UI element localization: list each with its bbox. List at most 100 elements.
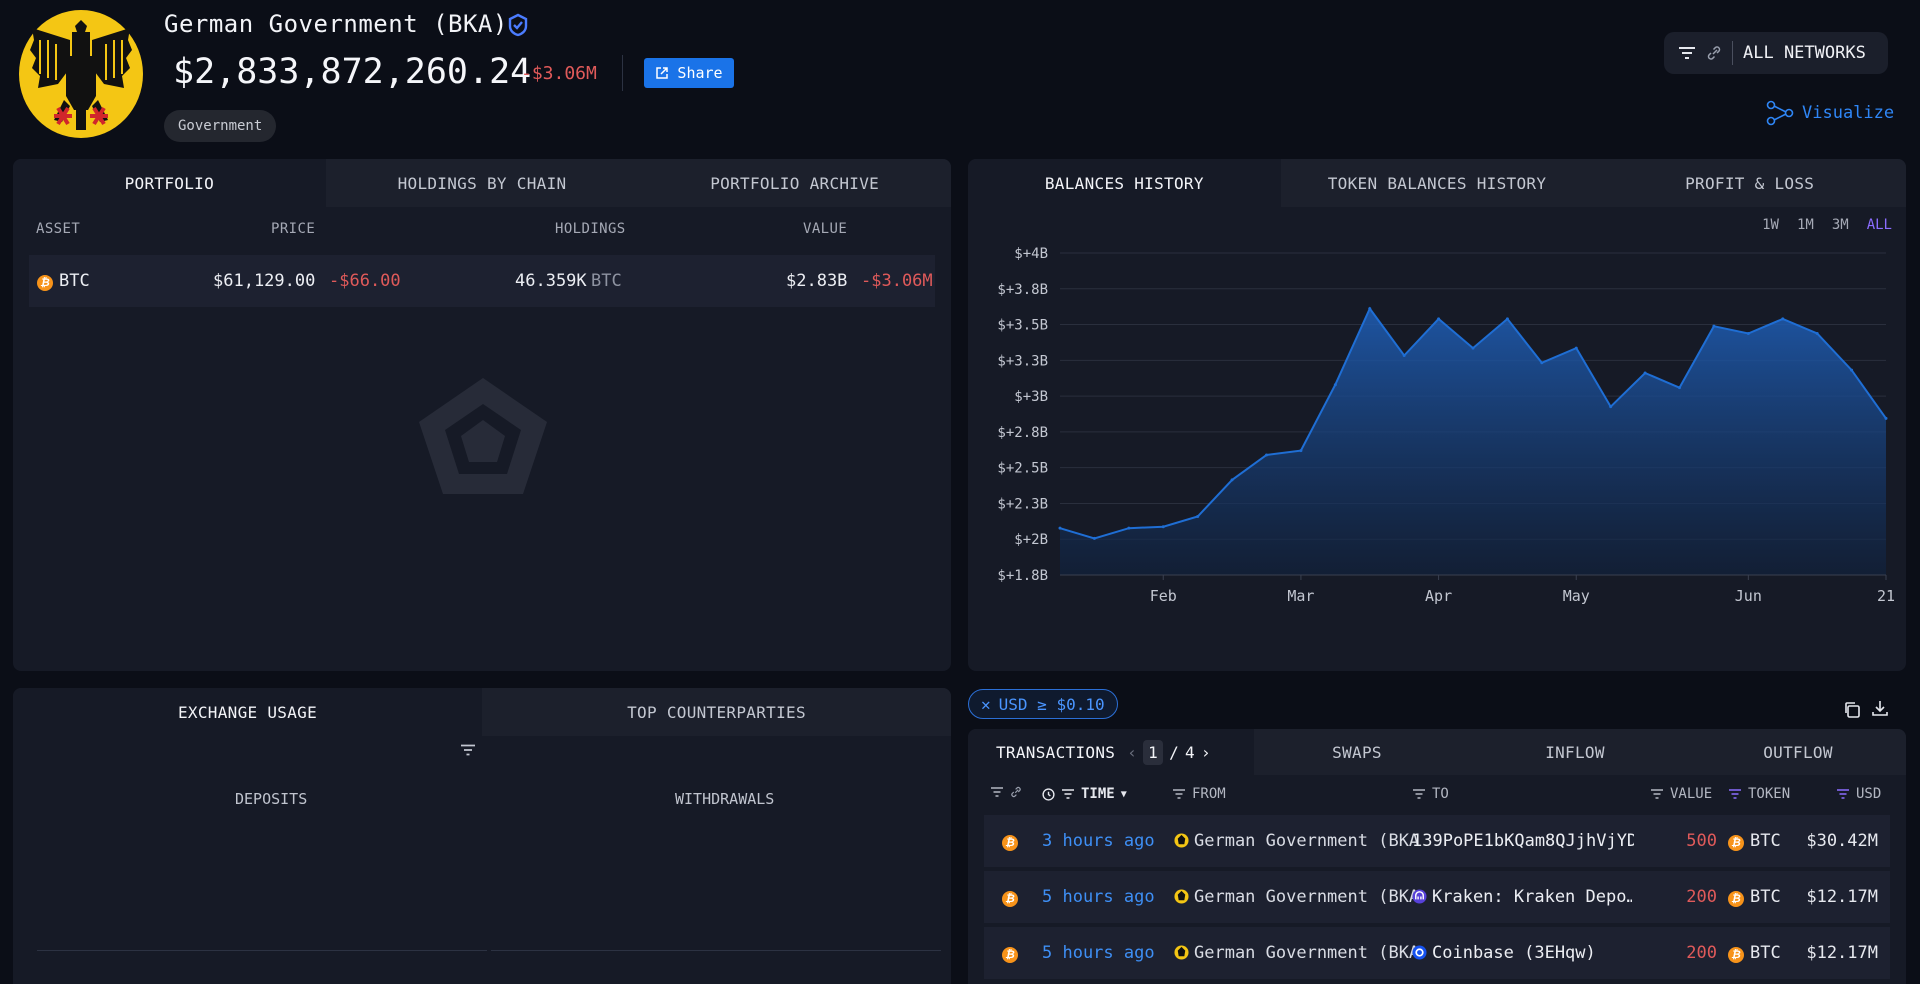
tab-exchange-usage[interactable]: EXCHANGE USAGE [13, 688, 482, 736]
close-icon[interactable]: ✕ [981, 694, 991, 714]
data-point[interactable] [1230, 478, 1234, 482]
tab-top-counterparties[interactable]: TOP COUNTERPARTIES [482, 688, 951, 736]
y-tick-label: $+3.5B [997, 318, 1048, 334]
column-holdings[interactable]: HOLDINGS [555, 221, 626, 237]
tx-token[interactable]: BTC [1750, 887, 1781, 907]
data-point[interactable] [1712, 324, 1716, 328]
tab-portfolio[interactable]: PORTFOLIO [13, 159, 326, 207]
data-point[interactable] [1437, 317, 1441, 321]
download-icon[interactable] [1871, 699, 1889, 721]
data-point[interactable] [1884, 416, 1888, 420]
balances-chart[interactable]: $+4B $+3.8B $+3.5B $+3.3B $+3B $+2.8B $+2.5B $+… [968, 235, 1906, 671]
data-point[interactable] [1299, 449, 1303, 453]
filter-icon[interactable] [1412, 789, 1426, 799]
tx-time[interactable]: 3 hours ago [1042, 831, 1155, 851]
chevron-right-icon[interactable]: › [1200, 742, 1211, 762]
data-point[interactable] [1643, 371, 1647, 375]
data-point[interactable] [1127, 526, 1131, 530]
table-row[interactable]: ₿ 3 hours ago German Government (BKA 139… [984, 815, 1890, 867]
chevron-left-icon[interactable]: ‹ [1127, 742, 1138, 762]
column-time[interactable]: TIME ▼ [1042, 786, 1127, 802]
column-token[interactable]: TOKEN [1728, 786, 1790, 802]
filter-icon[interactable] [990, 787, 1004, 797]
filter-icon[interactable] [1650, 789, 1664, 799]
table-row[interactable]: ₿ 5 hours ago German Government (BKA Coi… [984, 927, 1890, 979]
column-usd[interactable]: USD [1836, 786, 1881, 802]
range-3m[interactable]: 3M [1831, 217, 1849, 233]
tx-from[interactable]: German Government (BKA [1194, 831, 1420, 851]
range-selector: 1W 1M 3M ALL [1762, 217, 1892, 233]
table-row[interactable]: ₿ 5 hours ago German Government (BKA Kra… [984, 871, 1890, 923]
sort-desc-icon[interactable]: ▼ [1120, 788, 1127, 800]
eagle-icon [1174, 831, 1193, 851]
data-point[interactable] [1161, 525, 1165, 529]
tab-inflow[interactable]: INFLOW [1460, 729, 1690, 775]
data-point[interactable] [1746, 332, 1750, 335]
data-point[interactable] [1540, 361, 1544, 365]
range-1w[interactable]: 1W [1762, 217, 1779, 233]
tx-to[interactable]: 139PoPE1bKQam8QJjhVjYD… [1412, 831, 1634, 851]
data-point[interactable] [1196, 514, 1200, 518]
tx-from[interactable]: German Government (BKA [1194, 887, 1420, 907]
data-point[interactable] [1471, 346, 1475, 350]
filter-icon[interactable] [1061, 789, 1075, 799]
data-point[interactable] [1850, 368, 1854, 372]
data-point[interactable] [1058, 526, 1062, 530]
data-point[interactable] [1092, 536, 1096, 540]
data-point[interactable] [1265, 453, 1268, 457]
tx-time[interactable]: 5 hours ago [1042, 943, 1155, 963]
filter-icon[interactable] [1172, 789, 1186, 799]
range-all[interactable]: ALL [1866, 217, 1892, 233]
filter-icon[interactable] [1678, 46, 1696, 60]
link-icon[interactable] [1706, 45, 1722, 61]
y-tick-label: $+3B [1014, 389, 1048, 405]
table-row[interactable]: ₿ BTC $61,129.00 -$66.00 46.359K BTC $2.… [29, 255, 935, 307]
link-icon[interactable] [1010, 786, 1022, 798]
tab-balances-history[interactable]: BALANCES HISTORY [968, 159, 1281, 207]
tab-portfolio-archive[interactable]: PORTFOLIO ARCHIVE [638, 159, 951, 207]
header-filter-link[interactable] [990, 786, 1022, 798]
tab-outflow[interactable]: OUTFLOW [1690, 729, 1906, 775]
column-to[interactable]: TO [1412, 786, 1449, 802]
tx-token[interactable]: BTC [1750, 831, 1781, 851]
tx-time[interactable]: 5 hours ago [1042, 887, 1155, 907]
tx-from[interactable]: German Government (BKA [1194, 943, 1420, 963]
copy-icon[interactable] [1843, 701, 1861, 723]
data-point[interactable] [1574, 346, 1578, 350]
transactions-panel: TRANSACTIONS ‹ 1 / 4 › SWAPS INFLOW OUTF… [968, 729, 1906, 984]
data-point[interactable] [1678, 386, 1681, 390]
range-1m[interactable]: 1M [1796, 217, 1814, 233]
asset-symbol: BTC [59, 271, 90, 291]
data-point[interactable] [1815, 332, 1819, 335]
data-point[interactable] [1505, 317, 1509, 321]
column-value[interactable]: VALUE [803, 221, 848, 237]
tab-swaps[interactable]: SWAPS [1254, 729, 1460, 775]
btc-token-icon: ₿ [1728, 831, 1744, 851]
tab-holdings-by-chain[interactable]: HOLDINGS BY CHAIN [325, 159, 639, 207]
tx-to[interactable]: Kraken: Kraken Depo… [1432, 887, 1632, 907]
visualize-link[interactable]: Visualize [1766, 100, 1894, 126]
tx-token[interactable]: BTC [1750, 943, 1781, 963]
column-asset[interactable]: ASSET [36, 221, 81, 237]
usd-filter-chip[interactable]: ✕ USD ≥ $0.10 [968, 689, 1118, 719]
share-button[interactable]: Share [644, 58, 734, 88]
page-current[interactable]: 1 [1143, 739, 1164, 765]
deposits-label: DEPOSITS [235, 790, 308, 808]
filter-icon[interactable] [460, 744, 476, 756]
filter-icon[interactable] [1836, 789, 1850, 799]
data-point[interactable] [1333, 383, 1337, 387]
data-point[interactable] [1402, 353, 1406, 357]
filter-icon[interactable] [1728, 789, 1742, 799]
column-value[interactable]: VALUE [1650, 786, 1712, 802]
column-price[interactable]: PRICE [271, 221, 316, 237]
tab-transactions[interactable]: TRANSACTIONS ‹ 1 / 4 › [968, 729, 1254, 775]
data-point[interactable] [1781, 317, 1785, 321]
column-from[interactable]: FROM [1172, 786, 1226, 802]
tx-to[interactable]: Coinbase (3EHqw) [1432, 943, 1596, 963]
tab-token-balances-history[interactable]: TOKEN BALANCES HISTORY [1280, 159, 1594, 207]
data-point[interactable] [1609, 405, 1613, 409]
network-selector[interactable]: ALL NETWORKS [1664, 32, 1888, 74]
entity-tag[interactable]: Government [164, 110, 277, 142]
data-point[interactable] [1368, 307, 1372, 311]
tab-profit-loss[interactable]: PROFIT & LOSS [1593, 159, 1906, 207]
